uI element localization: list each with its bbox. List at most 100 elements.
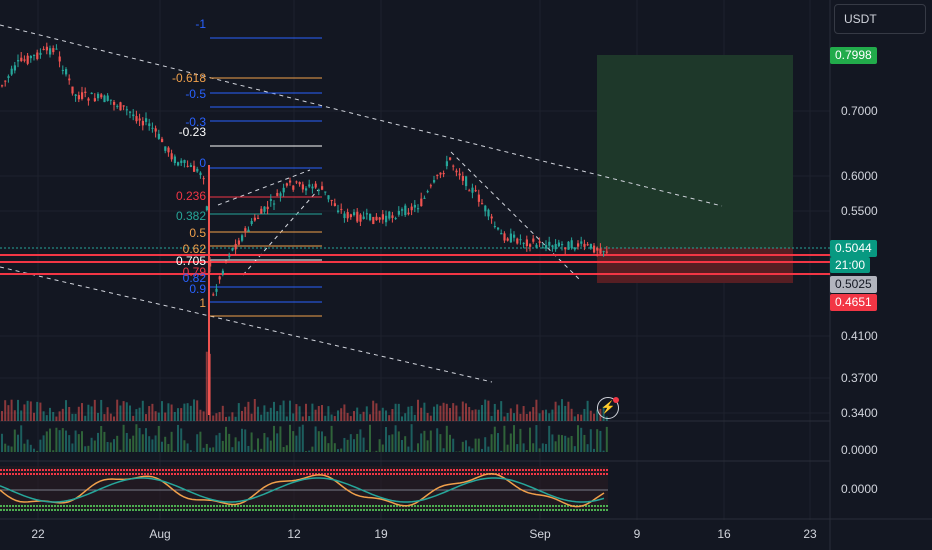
candle-body	[39, 52, 42, 55]
candle-body	[516, 238, 519, 244]
volume-bar	[49, 407, 51, 421]
quote-currency-selector[interactable]: USDT	[834, 4, 926, 34]
price-tick: 0.3400	[841, 406, 878, 420]
histogram-bar	[170, 431, 173, 452]
volume-bar	[593, 413, 595, 421]
volume-bar	[538, 413, 541, 421]
volume-bar	[324, 415, 327, 421]
candle-body	[193, 165, 196, 172]
candle-body	[26, 55, 29, 64]
candle-body	[570, 240, 573, 248]
candle-body	[349, 214, 352, 218]
histogram-bar	[132, 435, 135, 452]
candle-body	[77, 95, 80, 100]
volume-bar	[340, 408, 343, 421]
volume-bar	[516, 404, 519, 421]
oscillator-k-line	[0, 472, 605, 508]
fib-level-label: 0.79	[182, 265, 206, 279]
volume-bar	[221, 405, 224, 421]
fib-level-label: -0.618	[171, 71, 206, 85]
candle-body	[497, 227, 500, 230]
candle-body	[183, 159, 186, 164]
histogram-bar	[420, 433, 423, 452]
volume-bar	[257, 406, 259, 421]
candle-body	[52, 48, 55, 53]
candle-body	[257, 217, 260, 219]
volume-bar	[433, 406, 435, 421]
histogram-bar	[125, 433, 128, 452]
candle-body	[548, 241, 551, 246]
candle-body	[42, 48, 45, 50]
fib-level-label: -0.3	[185, 115, 206, 129]
candle-body	[13, 65, 16, 71]
histogram-bar	[378, 439, 381, 452]
histogram-bar	[33, 448, 35, 452]
histogram-bar	[253, 449, 256, 452]
volume-bar	[141, 400, 144, 421]
notification-dot	[613, 397, 619, 403]
histogram-bar	[503, 425, 506, 452]
candle-body	[68, 78, 71, 81]
oscillator-d-line	[0, 477, 605, 503]
volume-bar	[151, 403, 154, 421]
histogram-bar	[161, 441, 163, 452]
candle-body	[321, 186, 324, 190]
volume-bar	[567, 401, 570, 421]
time-tick: 22	[31, 527, 45, 541]
candle-body	[138, 118, 141, 121]
candle-body	[71, 86, 74, 94]
histogram-bar	[487, 446, 490, 452]
histogram-bar	[493, 426, 496, 452]
volume-bar	[487, 400, 490, 421]
histogram-bar	[109, 442, 112, 452]
candle-body	[413, 204, 416, 208]
candle-body	[58, 56, 61, 62]
volume-bar	[154, 411, 157, 421]
volume-bar	[394, 403, 397, 421]
volume-bar	[333, 416, 336, 421]
volume-bar	[39, 402, 42, 421]
histogram-bar	[269, 440, 272, 452]
volume-bar	[596, 409, 599, 421]
candle-body	[538, 241, 541, 243]
candle-body	[564, 247, 567, 250]
volume-bar	[391, 409, 394, 421]
histogram-bar	[401, 440, 403, 452]
volume-bar	[87, 404, 90, 421]
candle-body	[260, 208, 263, 214]
candle-body	[161, 138, 164, 143]
volume-bar	[177, 408, 179, 421]
volume-bar	[196, 400, 199, 421]
histogram-bar	[276, 433, 279, 452]
histogram-bar	[138, 428, 141, 452]
candle-body	[49, 48, 52, 55]
histogram-bar	[442, 448, 445, 452]
volume-bar	[122, 401, 125, 421]
candle-body	[81, 92, 84, 99]
flash-alert-icon[interactable]: ⚡	[597, 397, 619, 419]
histogram-bar	[20, 425, 23, 452]
histogram-bar	[490, 434, 493, 452]
volume-bar	[58, 411, 61, 421]
volume-bar	[439, 405, 442, 421]
volume-bar	[369, 414, 371, 421]
candle-body	[458, 173, 461, 176]
volume-bar	[125, 402, 128, 421]
volume-bar	[548, 413, 551, 421]
candle-body	[372, 216, 375, 225]
volume-bar	[385, 410, 387, 421]
volume-bar	[481, 404, 483, 421]
volume-bar	[404, 413, 407, 421]
histogram-bar	[87, 445, 90, 452]
trend-line	[217, 169, 311, 206]
volume-bar	[116, 399, 119, 421]
volume-bar	[519, 413, 522, 421]
candle-body	[561, 244, 564, 246]
histogram-bar	[4, 443, 7, 452]
histogram-bar	[346, 439, 349, 452]
time-tick: 9	[633, 527, 641, 541]
histogram-bar	[68, 435, 71, 452]
candle-body	[1, 85, 4, 87]
volume-bar	[554, 401, 557, 421]
